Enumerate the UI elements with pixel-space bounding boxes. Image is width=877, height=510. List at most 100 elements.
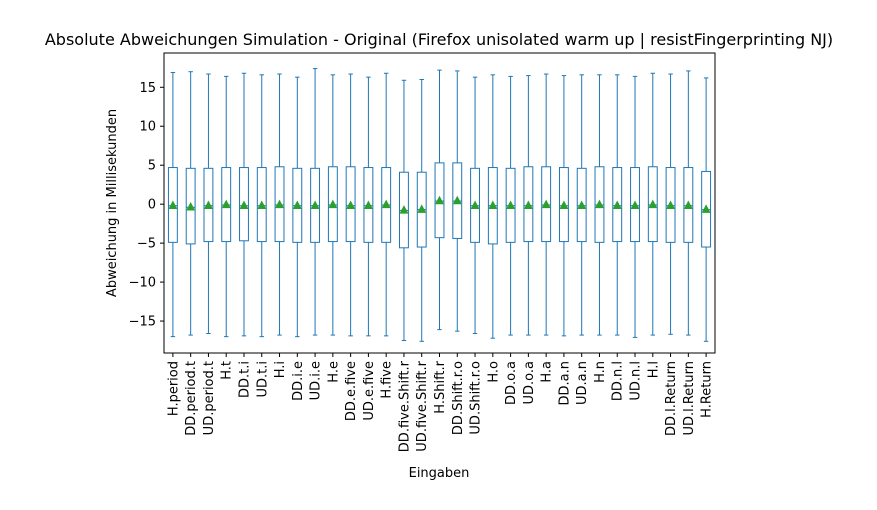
iqr-box [541, 166, 552, 243]
x-axis-label: Eingaben [409, 466, 470, 481]
mean-marker [452, 195, 462, 205]
box-UD.n.l [630, 75, 640, 338]
iqr-box [523, 166, 534, 243]
iqr-box [612, 167, 623, 243]
box-H.t [221, 75, 232, 338]
mean-marker [346, 200, 356, 209]
box-H.period [167, 71, 178, 338]
x-tick-label: DD.l.Return [664, 361, 679, 436]
box-UD.o.a [523, 75, 534, 336]
box-UD.t.i [256, 74, 267, 338]
x-tick-label: H.i [273, 361, 288, 378]
x-tick-label: DD.n.l [611, 361, 626, 401]
mean-marker [612, 200, 622, 209]
iqr-box [256, 167, 267, 243]
mean-marker [506, 200, 516, 209]
x-tick-label: DD.five.Shift.r [397, 360, 412, 452]
x-tick-label: UD.l.Return [682, 361, 697, 436]
mean-marker [470, 200, 480, 209]
box-DD.i.e [292, 76, 303, 338]
x-tick-label: UD.o.a [522, 361, 537, 404]
x-tick-label: UD.period.t [202, 361, 217, 435]
mean-marker [381, 199, 391, 209]
box-UD.Shift.r.o [470, 76, 480, 335]
box-UD.a.n [576, 74, 587, 336]
mean-marker [435, 195, 444, 205]
mean-marker [559, 200, 569, 209]
x-tick-label: UD.e.five [362, 361, 377, 421]
mean-marker [257, 200, 267, 209]
box-UD.e.five [363, 76, 374, 337]
mean-marker [577, 200, 587, 209]
box-DD.t.i [239, 72, 249, 337]
box-DD.five.Shift.r [399, 79, 409, 342]
x-tick-label: H.n [593, 361, 608, 383]
y-tick-label: −15 [129, 315, 156, 330]
box-UD.five.Shift.r [416, 78, 427, 342]
x-tick-label: DD.t.i [237, 361, 252, 398]
iqr-box [167, 167, 178, 243]
iqr-box [576, 167, 587, 243]
box-DD.e.five [345, 73, 356, 337]
mean-marker [630, 200, 640, 209]
x-tick-label: H.Shift.r [433, 360, 448, 413]
iqr-box [239, 167, 249, 242]
box-DD.period.t [185, 71, 196, 336]
x-tick-label: DD.period.t [184, 361, 199, 436]
mean-marker [399, 205, 409, 214]
iqr-box [327, 166, 338, 243]
y-tick-label: 5 [148, 159, 156, 174]
iqr-box [345, 166, 356, 243]
box-DD.o.a [505, 75, 516, 336]
x-tick-label: UD.five.Shift.r [415, 360, 430, 451]
x-tick-label: H.five [380, 361, 395, 399]
box-DD.l.Return [665, 73, 676, 335]
box-DD.Shift.r.o [452, 70, 463, 332]
iqr-box [558, 167, 569, 243]
mean-marker [541, 199, 551, 209]
y-tick-label: 10 [139, 120, 156, 135]
box-H.a [541, 73, 552, 336]
mean-marker [523, 200, 533, 209]
plot-frame [163, 52, 716, 354]
x-tick-label: UD.i.e [309, 361, 324, 400]
mean-marker [666, 200, 676, 209]
box-H.n [594, 74, 605, 336]
box-H.e [327, 74, 338, 336]
mean-marker [203, 200, 213, 209]
y-tick-label: 0 [148, 198, 156, 213]
box-DD.n.l [612, 74, 623, 336]
y-tick-label: −5 [137, 237, 156, 252]
mean-marker [488, 200, 498, 209]
iqr-box [683, 167, 694, 243]
iqr-box [647, 166, 658, 243]
box-DD.a.n [558, 75, 569, 337]
iqr-box [363, 167, 374, 243]
mean-marker [186, 202, 196, 211]
plot-area [167, 68, 712, 342]
mean-marker [417, 204, 427, 213]
box-UD.period.t [203, 73, 214, 335]
x-tick-label: H.o [486, 361, 501, 383]
box-H.Return [701, 77, 712, 342]
x-tick-label: UD.a.n [575, 361, 590, 405]
y-axis-label: Abweichung in Millisekunden [105, 109, 120, 297]
mean-marker [275, 199, 285, 209]
x-tick-label: DD.Shift.r.o [451, 361, 466, 435]
iqr-box [203, 167, 214, 243]
iqr-box [274, 166, 285, 243]
box-H.o [487, 74, 498, 339]
x-tick-label: H.Return [700, 361, 715, 418]
box-H.i [274, 73, 285, 336]
box-UD.l.Return [683, 70, 694, 336]
chart-title: Absolute Abweichungen Simulation - Origi… [45, 30, 833, 49]
mean-marker [701, 204, 711, 213]
x-tick-label: H.e [326, 361, 341, 383]
x-tick-label: H.period [166, 361, 181, 416]
box-H.l [647, 72, 658, 336]
box-H.Shift.r [434, 69, 445, 331]
box-H.five [381, 72, 392, 337]
x-tick-label: UD.t.i [255, 361, 270, 398]
mean-marker [292, 200, 302, 209]
x-tick-label: DD.i.e [291, 361, 306, 401]
